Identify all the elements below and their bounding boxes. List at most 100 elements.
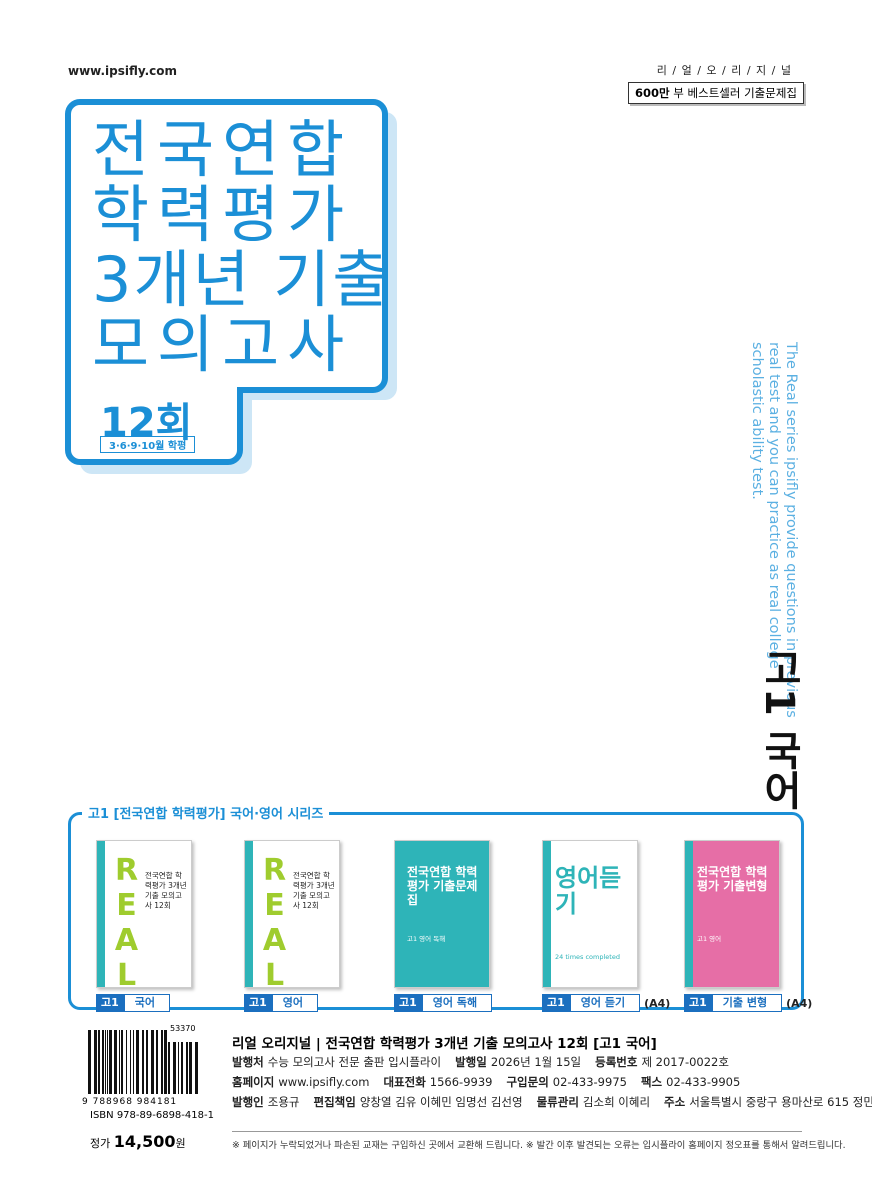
subject: 고1 국어 (756, 648, 802, 810)
book-badge: 고1 영어 (244, 994, 319, 1012)
title-line: 전국연합 (92, 113, 353, 186)
cover-title: REAL (109, 853, 144, 988)
blurb: The Real series ipsifly provide question… (748, 342, 799, 718)
field-label: 팩스 (640, 1075, 663, 1089)
bar-stripe (186, 1042, 188, 1094)
field-value: 02-433-9975 (552, 1075, 627, 1089)
field-value: 1566-9939 (429, 1075, 493, 1089)
bar-stripe (136, 1030, 139, 1094)
bar-stripe (146, 1030, 148, 1094)
book-label: 영어 듣기 (569, 994, 641, 1012)
field-value: 2026년 1월 15일 (490, 1055, 582, 1069)
bar-stripe (107, 1030, 108, 1094)
bar-stripe (126, 1030, 127, 1094)
barcode-digits: 9 788968 984181 (82, 1097, 178, 1107)
grade: 고1 (244, 994, 272, 1012)
exam-months: 3·6·9·10월 학평 (100, 436, 196, 453)
grade: 고1 (96, 994, 124, 1012)
field-value: 조용규 (267, 1095, 300, 1109)
grade: 고1 (684, 994, 712, 1012)
field-label: 대표전화 (383, 1075, 426, 1089)
cover-subtitle: 고1 영어 독해 (407, 935, 446, 943)
field-label: 등록번호 (595, 1055, 638, 1069)
url: www.ipsifly.com (68, 64, 178, 78)
colophon-row: 홈페이지 www.ipsifly.com 대표전화 1566-9939 구입문의 02-4… (232, 1074, 754, 1090)
book-label: 국어 (123, 994, 171, 1012)
field-value: 서울특별시 중랑구 용마산로 615 정민빌딩 3층 (689, 1095, 872, 1109)
field-value: www.ipsifly.com (278, 1075, 370, 1089)
frame (65, 99, 388, 465)
book-cover: 영어듣기 24 times completed (542, 840, 638, 988)
book-label: 영어 (271, 994, 319, 1012)
field-label: 물류관리 (536, 1095, 579, 1109)
bar-stripe (164, 1030, 167, 1094)
blurb-line: real test and you can practice as real c… (766, 342, 782, 669)
bar-stripe (102, 1030, 104, 1094)
notice: ※ 페이지가 누락되었거나 파손된 교재는 구입하신 곳에서 교환해 드립니다.… (232, 1140, 846, 1151)
book-badge: 고1 영어 듣기 (A4) (542, 994, 670, 1012)
currency: 원 (175, 1137, 186, 1150)
book-note: (A4) (644, 996, 671, 1010)
cover-title: 전국연합 학력평가 기출변형 (697, 865, 768, 893)
field-label: 편집책임 (313, 1095, 356, 1109)
bar-stripe (156, 1030, 158, 1094)
bar-stripe (105, 1030, 106, 1094)
price-label: 정가 (90, 1137, 111, 1150)
cover-strip (685, 841, 693, 987)
tagline-bold: 600만 (635, 86, 670, 100)
field-label: 홈페이지 (232, 1075, 275, 1089)
cover-subtitle: 24 times completed (555, 953, 620, 961)
field-value: 02-433-9905 (666, 1075, 741, 1089)
cover-strip (395, 841, 403, 987)
bar-stripe (114, 1030, 117, 1094)
barcode-addon: 53370 (170, 1024, 196, 1033)
title-line: 학력평가 (92, 178, 353, 251)
field-label: 발행인 (232, 1095, 264, 1109)
bar-stripe (133, 1030, 134, 1094)
bar-stripe (168, 1042, 170, 1094)
price: 정가 14,500원 (90, 1132, 186, 1151)
book-label: 기출 변형 (711, 994, 783, 1012)
tagline-text: 부 베스트셀러 기출문제집 (673, 86, 797, 100)
bar-stripe (130, 1030, 131, 1094)
count: 12회 (100, 400, 193, 446)
field-value: 수능 모의고사 전문 출판 입시플라이 (267, 1055, 442, 1069)
bar-stripe (121, 1030, 123, 1094)
book-badge: 고1 기출 변형 (A4) (684, 994, 812, 1012)
title-frame (65, 99, 397, 474)
tagline: 600만 부 베스트셀러 기출문제집 (628, 82, 804, 104)
blurb-line: The Real series ipsifly provide question… (783, 342, 799, 718)
cover-title: 전국연합 학력평가 기출문제집 (407, 865, 478, 907)
bar-stripe (181, 1042, 183, 1094)
field-label: 발행처 (232, 1055, 264, 1069)
cover-title: REAL (257, 853, 292, 988)
bar-stripe (161, 1030, 163, 1094)
barcode (88, 1030, 198, 1094)
cover-subtitle: 전국연합 학력평가 3개년 기출 모의고사 12회 (293, 871, 335, 910)
grade: 고1 (542, 994, 570, 1012)
book-note: (A4) (786, 996, 813, 1010)
divider (232, 1131, 802, 1132)
cover-strip (543, 841, 551, 987)
colophon-row: 발행처 수능 모의고사 전문 출판 입시플라이 발행일 2026년 1월 15일 등록번… (232, 1054, 743, 1070)
bar-stripe (178, 1042, 179, 1094)
bar-stripe (151, 1030, 154, 1094)
bar-stripe (109, 1030, 112, 1094)
cover-title: 영어듣기 (555, 864, 622, 918)
field-label: 발행일 (455, 1055, 487, 1069)
book-badge: 고1 국어 (96, 994, 171, 1012)
field-label: 주소 (664, 1095, 686, 1109)
book-cover: REAL 전국연합 학력평가 3개년 기출 모의고사 12회 (96, 840, 192, 988)
cover-subtitle: 전국연합 학력평가 3개년 기출 모의고사 12회 (145, 871, 187, 910)
bar-stripe (195, 1042, 198, 1094)
field-value: 제 2017-0022호 (641, 1055, 729, 1069)
bar-stripe (88, 1030, 91, 1094)
blurb-line: scholastic ability test. (749, 342, 765, 500)
cover-subtitle: 고1 영어 (697, 935, 722, 943)
title-line: 모의고사 (92, 308, 353, 381)
colophon-title: 리얼 오리지널 | 전국연합 학력평가 3개년 기출 모의고사 12회 [고1 … (232, 1036, 657, 1052)
series-title: 고1 [전국연합 학력평가] 국어·영어 시리즈 (82, 803, 330, 822)
